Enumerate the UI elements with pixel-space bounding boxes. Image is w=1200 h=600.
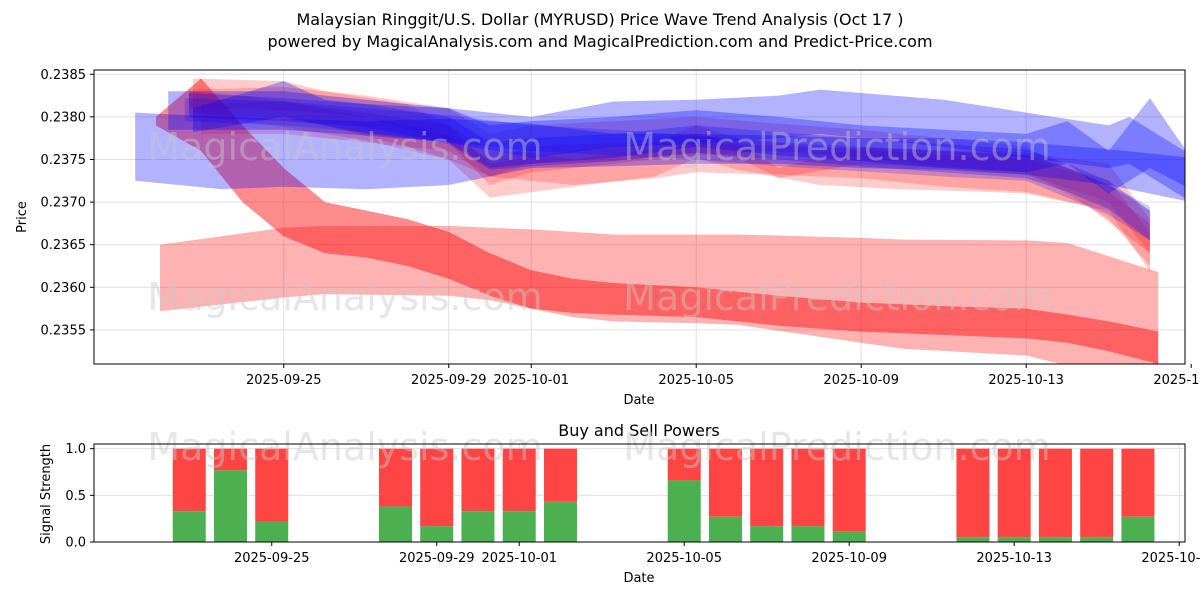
price-wave-red-3	[201, 101, 1150, 254]
price-x-tick-label: 2025-10-05	[658, 373, 734, 388]
price-y-tick-label: 0.2360	[41, 281, 87, 296]
buy-power-bar	[832, 531, 866, 542]
chart-title-line2: powered by MagicalAnalysis.com and Magic…	[267, 32, 932, 51]
chart-title-line1: Malaysian Ringgit/U.S. Dollar (MYRUSD) P…	[297, 10, 904, 29]
price-waves	[135, 78, 1185, 272]
price-wave-blue-7	[188, 93, 1150, 241]
power-x-tick-label: 2025-10-01	[481, 551, 557, 566]
price-x-tick-label: 2025-09-29	[411, 373, 487, 388]
power-y-axis-label: Signal Strength	[39, 444, 54, 544]
buy-power-bar	[502, 511, 536, 542]
power-panel: Buy and Sell Powers MagicalAnalysis.com …	[39, 421, 1200, 586]
power-y-tick-label: 0.5	[65, 489, 86, 504]
price-wave-blue-5	[168, 89, 1185, 199]
sell-power-bar	[213, 448, 247, 471]
price-y-axis-label: Price	[15, 201, 30, 233]
price-y-tick-label: 0.2370	[41, 196, 87, 211]
sell-power-bar	[1080, 448, 1114, 538]
price-x-tick-label: 2025-10-01	[493, 373, 569, 388]
price-band-long-wave-red-inner	[155, 78, 1159, 364]
buy-power-bar	[213, 470, 247, 542]
sell-power-bar	[461, 448, 495, 512]
sell-power-bar	[1121, 448, 1155, 517]
sell-power-bar	[750, 448, 784, 527]
price-y-tick-label: 0.2355	[41, 323, 87, 338]
price-x-tick-label: 2025-10-09	[823, 373, 899, 388]
power-bars	[172, 448, 1155, 542]
power-axes-frame	[93, 443, 1186, 543]
buy-power-bar	[956, 537, 990, 542]
buy-power-bar	[708, 516, 742, 542]
price-x-tick-label: 2025-10-13	[988, 373, 1064, 388]
power-watermarks: MagicalAnalysis.com MagicalPrediction.co…	[147, 425, 1050, 469]
watermark-left: MagicalAnalysis.com	[147, 125, 542, 169]
price-wave-red-1	[188, 91, 1150, 254]
buy-power-bar	[750, 526, 784, 542]
watermark-left: MagicalAnalysis.com	[147, 425, 542, 469]
price-x-ticks: 2025-09-25 2025-09-29 2025-10-01 2025-10-05…	[246, 364, 1200, 388]
watermark-left: MagicalAnalysis.com	[147, 275, 542, 319]
price-x-tick-label: 2025-10-17	[1153, 373, 1200, 388]
sell-power-bar	[255, 448, 289, 522]
watermark-right: MagicalPrediction.com	[623, 125, 1051, 169]
power-x-axis-label: Date	[623, 571, 654, 586]
power-title: Buy and Sell Powers	[558, 421, 720, 440]
price-series	[155, 78, 1159, 364]
buy-power-bar	[997, 537, 1031, 542]
buy-power-bar	[667, 480, 701, 542]
buy-power-bar	[1038, 537, 1072, 542]
sell-power-bar	[708, 448, 742, 517]
price-band-long-wave-red-outer	[160, 225, 1159, 364]
buy-power-bar	[1080, 537, 1114, 542]
buy-power-bar	[378, 506, 412, 542]
power-x-tick-label: 2025-09-29	[399, 551, 475, 566]
buy-power-bar	[255, 521, 289, 542]
power-x-tick-label: 2025-10-09	[811, 551, 887, 566]
price-y-tick-label: 0.2380	[41, 110, 87, 125]
sell-power-bar	[172, 448, 206, 512]
price-y-ticks: 0.2355 0.2360 0.2365 0.2370 0.2375 0.2380 0.23…	[41, 68, 94, 338]
price-wave-blue-6	[193, 81, 1185, 194]
price-wave-blue-4	[135, 112, 1185, 201]
power-x-tick-label: 2025-10-17	[1141, 551, 1200, 566]
price-wave-red-2	[193, 78, 1150, 272]
buy-power-bar	[1121, 516, 1155, 542]
buy-power-bar	[461, 511, 495, 542]
power-x-tick-label: 2025-10-05	[646, 551, 722, 566]
sell-power-bar	[543, 448, 577, 502]
buy-power-bar	[172, 511, 206, 542]
price-gridlines	[94, 70, 1185, 364]
sell-power-bar	[791, 448, 825, 527]
buy-power-bar	[420, 526, 454, 542]
watermark-right: MagicalPrediction.com	[623, 275, 1051, 319]
price-y-tick-label: 0.2365	[41, 238, 87, 253]
sell-power-bar	[420, 448, 454, 527]
power-y-tick-label: 1.0	[65, 442, 86, 457]
price-wave-red-0	[188, 87, 1150, 266]
sell-power-bar	[832, 448, 866, 532]
price-wave-blue-8	[184, 98, 1150, 241]
sell-power-bar	[667, 448, 701, 481]
buy-power-bar	[543, 501, 577, 542]
sell-power-bar	[378, 448, 412, 507]
power-x-tick-label: 2025-10-13	[976, 551, 1052, 566]
buy-power-bar	[791, 526, 825, 542]
watermark-right: MagicalPrediction.com	[623, 425, 1051, 469]
price-y-tick-label: 0.2385	[41, 68, 87, 83]
power-x-ticks: 2025-09-25 2025-09-29 2025-10-01 2025-10-05…	[234, 542, 1200, 566]
sell-power-bar	[997, 448, 1031, 538]
sell-power-bar	[502, 448, 536, 512]
price-axes-frame	[93, 69, 1186, 365]
price-watermarks: MagicalAnalysis.com MagicalPrediction.co…	[147, 125, 1050, 319]
power-y-tick-label: 0.0	[65, 536, 86, 551]
price-panel: MagicalAnalysis.com MagicalPrediction.co…	[15, 68, 1200, 408]
sell-power-bar	[1038, 448, 1072, 538]
price-x-tick-label: 2025-09-25	[246, 373, 322, 388]
power-y-ticks: 0.0 0.5 1.0	[65, 442, 94, 551]
price-y-tick-label: 0.2375	[41, 153, 87, 168]
price-x-axis-label: Date	[623, 393, 654, 408]
power-x-tick-label: 2025-09-25	[234, 551, 310, 566]
sell-power-bar	[956, 448, 990, 538]
